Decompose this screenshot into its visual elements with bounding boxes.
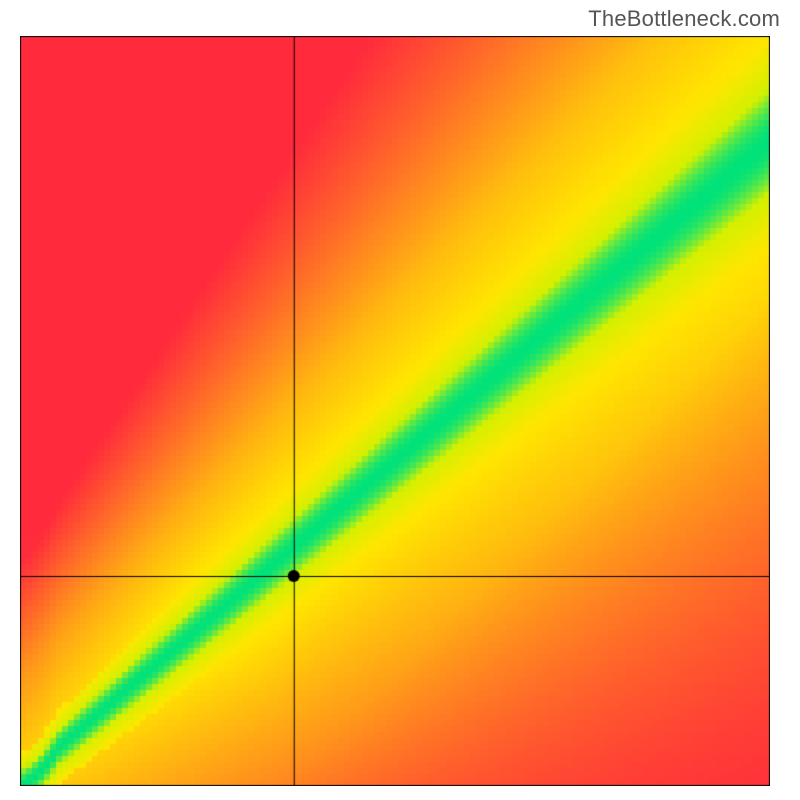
watermark-text: TheBottleneck.com — [588, 6, 780, 32]
bottleneck-heatmap — [20, 36, 770, 786]
chart-container: TheBottleneck.com — [0, 0, 800, 800]
